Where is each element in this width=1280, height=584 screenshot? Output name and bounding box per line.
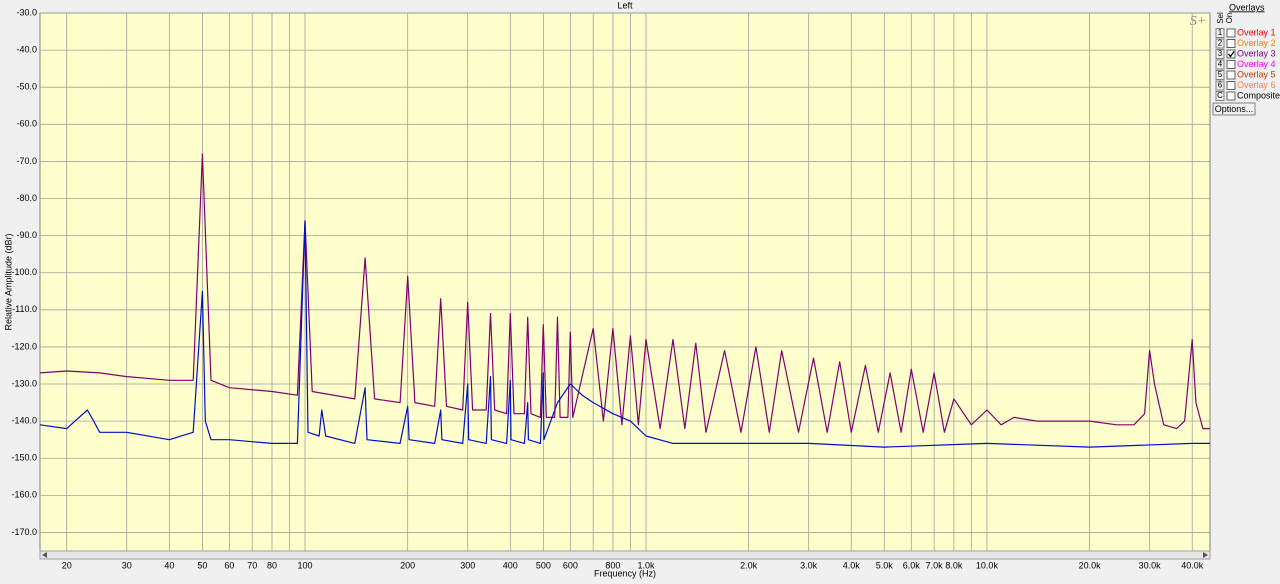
- plot-layer: -30.0 -40.0 -50.0 -60.0 -70.0 -80.0 -90.0 -100.…: [11, 7, 1210, 570]
- x-tick-label: 80: [267, 560, 277, 570]
- x-tick-label: 4.0k: [843, 560, 861, 570]
- y-tick-label: -120.0: [11, 341, 37, 351]
- y-tick-label: -80.0: [16, 193, 37, 203]
- x-tick-label: 7.0k: [926, 560, 944, 570]
- plot-area: [39, 12, 1211, 552]
- series-line: [39, 220, 1210, 448]
- x-tick-label: 400: [503, 560, 518, 570]
- x-tick-label: 2.0k: [740, 560, 758, 570]
- y-tick-label: -70.0: [16, 156, 37, 166]
- x-tick-label: 20: [62, 560, 72, 570]
- x-tick-label: 8.0k: [945, 560, 963, 570]
- y-tick-label: -100.0: [11, 267, 37, 277]
- overlay-name[interactable]: Overlay 1: [1237, 27, 1276, 37]
- x-tick-label: 30: [122, 560, 132, 570]
- y-tick-label: -60.0: [16, 119, 37, 129]
- panel-title: Overlays: [1229, 2, 1265, 12]
- chart-title: Left: [617, 0, 633, 10]
- x-tick-label: 10.0k: [976, 560, 999, 570]
- overlay-name[interactable]: Overlay 2: [1237, 38, 1276, 48]
- y-tick-label: -150.0: [11, 453, 37, 463]
- x-tick-label: 70: [247, 560, 257, 570]
- x-tick-label: 60: [224, 560, 234, 570]
- series-line: [39, 153, 1210, 433]
- sel-box[interactable]: [1215, 38, 1225, 49]
- y-axis-label: Relative Amplitude (dBr): [3, 233, 13, 330]
- sel-key: 5: [1218, 70, 1223, 79]
- y-tick-label: -90.0: [16, 230, 37, 240]
- x-tick-label: 30.0k: [1139, 560, 1162, 570]
- overlay-name[interactable]: Overlay 3: [1237, 48, 1276, 58]
- y-tick-label: -30.0: [16, 7, 37, 17]
- checkbox[interactable]: [1226, 91, 1236, 101]
- x-tick-label: 20.0k: [1079, 560, 1102, 570]
- sel-key: 1: [1218, 28, 1223, 37]
- x-tick-label: 200: [400, 560, 415, 570]
- sel-box[interactable]: [1215, 91, 1225, 101]
- x-tick-label: 1.0k: [637, 560, 655, 570]
- x-tick-label: 40: [164, 560, 174, 570]
- sel-box[interactable]: [1215, 80, 1225, 91]
- y-tick-label: -160.0: [11, 490, 37, 500]
- sel-box[interactable]: [1215, 28, 1225, 38]
- sel-key: 4: [1218, 60, 1223, 69]
- scroll-right[interactable]: [1203, 552, 1208, 558]
- sel-key: 3: [1218, 49, 1223, 58]
- sel-box[interactable]: [1215, 59, 1225, 70]
- scroll-left[interactable]: [42, 552, 47, 558]
- overlay-name[interactable]: Overlay 5: [1237, 69, 1276, 79]
- checkbox[interactable]: [1226, 49, 1236, 59]
- x-axis-label: Frequency (Hz): [594, 568, 656, 578]
- x-tick-label: 40.0k: [1181, 560, 1204, 570]
- x-tick-label: 100: [298, 560, 313, 570]
- x-tick-label: 3.0k: [800, 560, 818, 570]
- overlay-name[interactable]: Composite: [1237, 90, 1280, 100]
- x-tick-label: 5.0k: [876, 560, 894, 570]
- options-label: Options...: [1215, 104, 1254, 114]
- x-tick-label: 800: [605, 560, 620, 570]
- sel-header: Sel: [1216, 12, 1225, 24]
- logo: S+: [1190, 14, 1206, 29]
- sel-box[interactable]: [1215, 49, 1225, 59]
- checkbox[interactable]: [1226, 60, 1236, 69]
- overlay-panel: Overlays Sel On1 Overlay 1 2 Overlay 2 3 Overla…: [1212, 2, 1280, 116]
- scrollbar[interactable]: [39, 550, 1211, 560]
- sel-key: 2: [1218, 39, 1223, 48]
- overlay-name[interactable]: Overlay 4: [1237, 59, 1276, 69]
- checkbox[interactable]: [1226, 81, 1236, 90]
- checkbox[interactable]: [1226, 28, 1236, 38]
- x-tick-label: 6.0k: [903, 560, 921, 570]
- y-tick-label: -130.0: [11, 378, 37, 388]
- options-button[interactable]: [1212, 102, 1256, 116]
- y-tick-label: -110.0: [12, 304, 37, 314]
- y-tick-label: -170.0: [11, 527, 37, 537]
- checkbox[interactable]: [1226, 70, 1236, 80]
- x-tick-label: 500: [536, 560, 551, 570]
- overlay-name[interactable]: Overlay 6: [1237, 80, 1276, 90]
- sel-key: 6: [1218, 81, 1223, 90]
- y-tick-label: -50.0: [16, 82, 37, 92]
- sel-box[interactable]: [1215, 70, 1225, 80]
- y-tick-label: -140.0: [11, 416, 37, 426]
- checkbox[interactable]: [1226, 39, 1236, 48]
- x-tick-label: 300: [460, 560, 475, 570]
- x-tick-label: 50: [197, 560, 207, 570]
- sel-key: C: [1217, 91, 1223, 100]
- y-tick-label: -40.0: [16, 44, 37, 54]
- on-header: On: [1225, 13, 1234, 24]
- x-tick-label: 600: [563, 560, 578, 570]
- check-mark: [1227, 51, 1235, 58]
